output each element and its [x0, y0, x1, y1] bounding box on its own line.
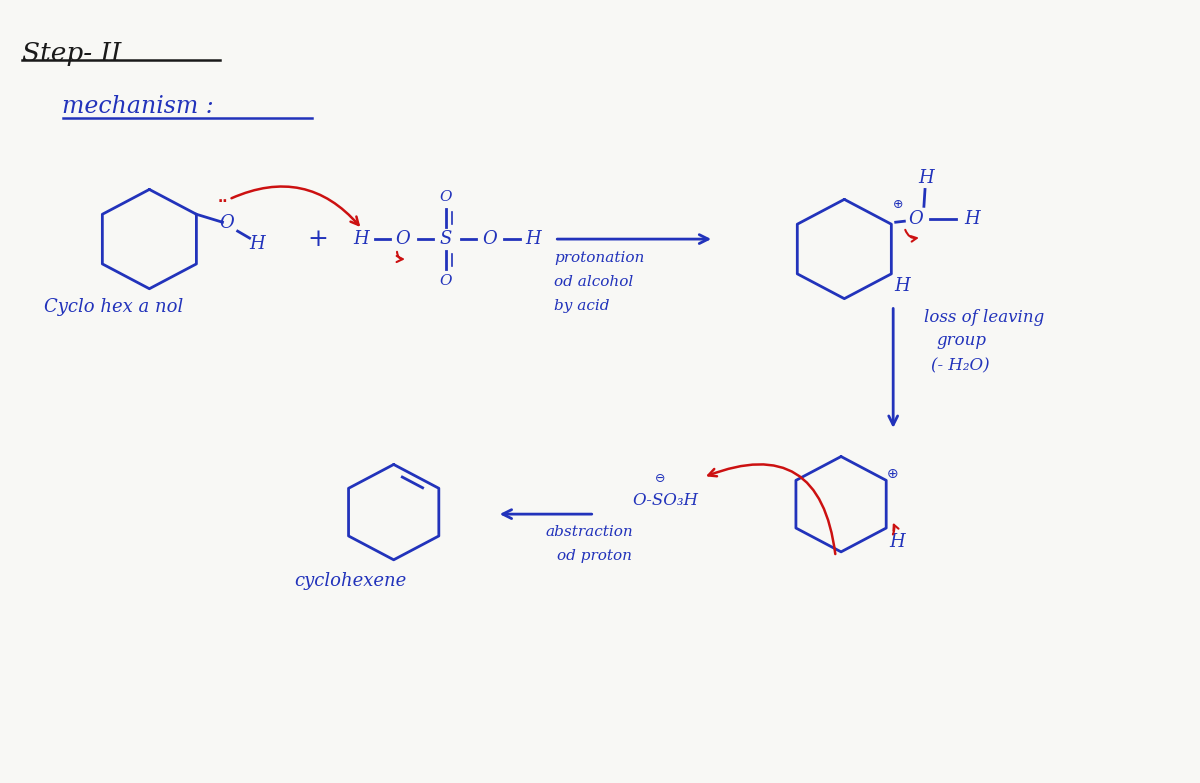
Text: mechanism :: mechanism :	[62, 95, 215, 118]
Text: by acid: by acid	[554, 298, 610, 312]
Text: H: H	[889, 533, 905, 551]
Text: H: H	[524, 230, 540, 248]
Text: H: H	[964, 210, 979, 228]
Text: ⊖: ⊖	[654, 472, 665, 485]
Text: ⊕: ⊕	[893, 198, 904, 211]
Text: O: O	[482, 230, 497, 248]
Text: abstraction: abstraction	[546, 525, 634, 539]
FancyArrowPatch shape	[708, 464, 835, 554]
Text: H: H	[894, 276, 910, 294]
Text: S: S	[439, 230, 452, 248]
Text: O: O	[439, 274, 452, 288]
Text: H: H	[250, 235, 265, 253]
Text: cyclohexene: cyclohexene	[294, 572, 406, 590]
Text: O: O	[395, 230, 409, 248]
Text: Cyclo hex a nol: Cyclo hex a nol	[44, 298, 184, 316]
Text: protonation: protonation	[554, 251, 644, 265]
Text: loss of leaving: loss of leaving	[924, 309, 1044, 326]
Text: group: group	[937, 332, 986, 349]
Text: O: O	[908, 210, 923, 228]
Text: O: O	[439, 190, 452, 204]
Text: ⊕: ⊕	[887, 467, 899, 482]
Text: ··: ··	[217, 195, 228, 209]
Text: O-SO₃H: O-SO₃H	[632, 492, 698, 509]
Text: od proton: od proton	[557, 549, 631, 563]
Text: (- H₂O): (- H₂O)	[931, 357, 990, 374]
Text: +: +	[307, 228, 328, 251]
Text: H: H	[918, 168, 934, 186]
Text: od alcohol: od alcohol	[554, 275, 634, 289]
Text: H: H	[353, 230, 368, 248]
Text: O: O	[220, 215, 234, 233]
Text: Step- II: Step- II	[23, 41, 121, 66]
